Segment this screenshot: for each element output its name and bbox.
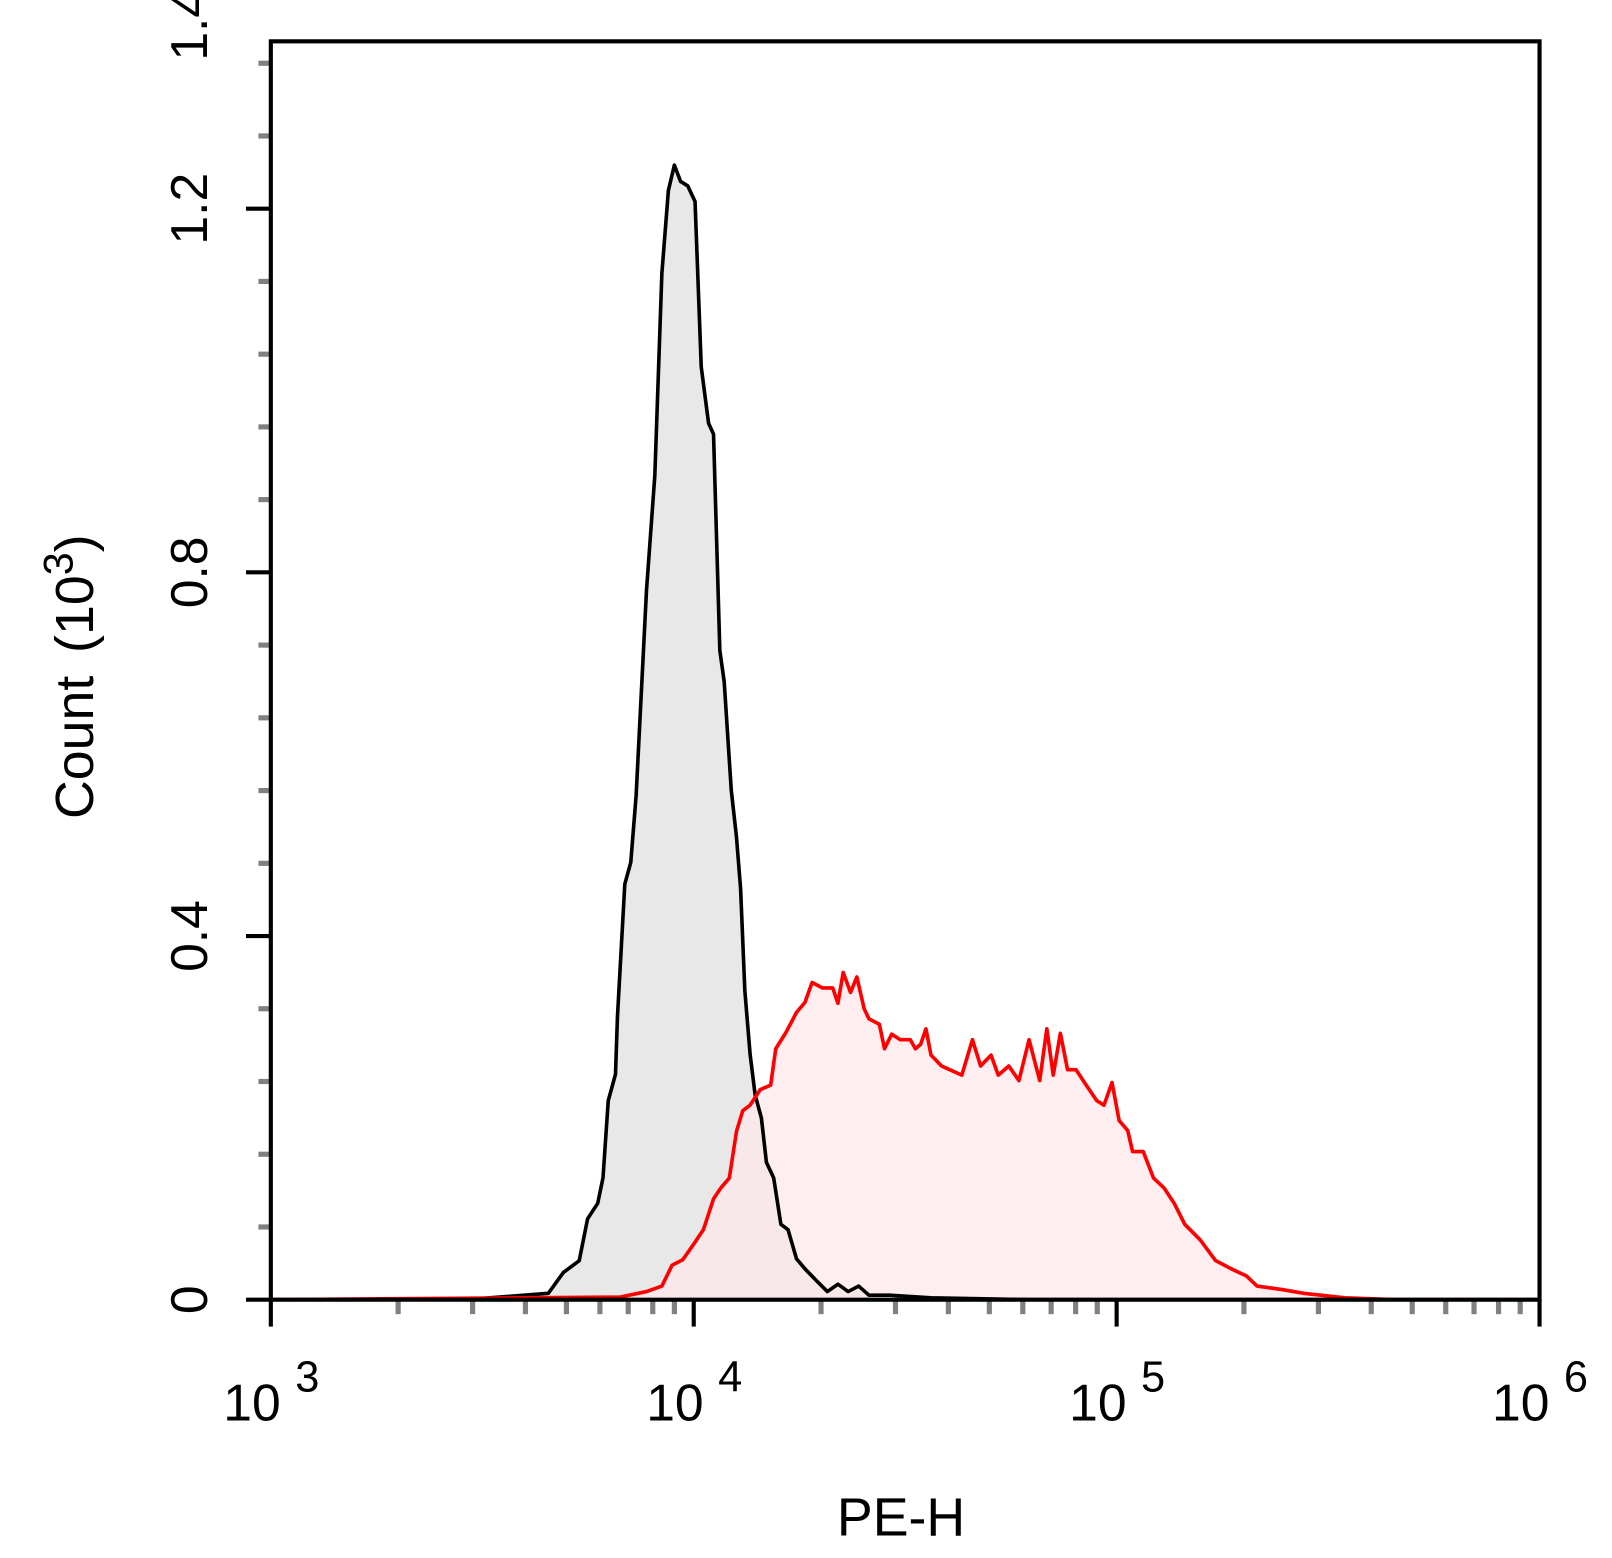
series-1-line xyxy=(270,163,1540,1302)
y-axis-unit-base: 10 xyxy=(45,575,105,635)
series-lines xyxy=(270,163,1540,1302)
x-tick-label: 10 3 xyxy=(223,1354,319,1432)
x-tick-labels: 10 3 10 4 10 5 10 6 xyxy=(223,1354,1588,1432)
x-tick-label-exp: 5 xyxy=(1141,1354,1165,1402)
x-tick-label: 10 4 xyxy=(646,1354,742,1432)
x-tick-label-base: 10 xyxy=(223,1374,280,1432)
y-axis-title: Count(103) xyxy=(35,534,105,819)
series-fills xyxy=(270,165,1540,1300)
x-tick-label: 10 6 xyxy=(1492,1354,1588,1432)
x-tick-label-base: 10 xyxy=(646,1374,703,1432)
y-tick-label: 0.8 xyxy=(160,536,218,608)
y-tick-label: 1.2 xyxy=(160,173,218,245)
y-tick-label: 0.4 xyxy=(160,900,218,972)
y-tick-label: 1.4 xyxy=(160,0,218,61)
y-axis-title-text: Count xyxy=(45,676,105,819)
y-tick-label: 0 xyxy=(160,1285,218,1314)
x-tick-label: 10 5 xyxy=(1069,1354,1165,1432)
x-axis-title: PE-H xyxy=(837,1487,965,1547)
x-tick-label-base: 10 xyxy=(1069,1374,1126,1432)
x-tick-label-exp: 4 xyxy=(718,1354,742,1402)
x-tick-label-exp: 6 xyxy=(1564,1354,1588,1402)
y-tick-labels: 0 0.4 0.8 1.2 1.4 xyxy=(160,0,218,1314)
y-axis-unit-exp: 3 xyxy=(35,552,81,575)
series-2-fill xyxy=(270,972,1540,1300)
x-tick-label-base: 10 xyxy=(1492,1374,1549,1432)
series-2-line xyxy=(270,970,1540,1302)
plot-frame xyxy=(268,39,1542,1302)
x-tick-label-exp: 3 xyxy=(295,1354,319,1402)
